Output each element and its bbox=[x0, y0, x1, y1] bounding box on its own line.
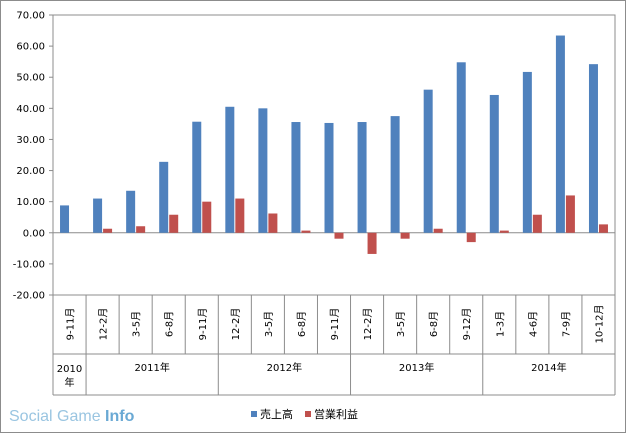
legend-label-sales: 売上高 bbox=[260, 408, 293, 421]
bar-profit bbox=[301, 230, 311, 233]
legend-swatch-profit bbox=[305, 411, 311, 417]
bar-sales bbox=[60, 205, 70, 233]
legend: 売上高 営業利益 bbox=[251, 406, 366, 422]
category-label: 9-12月 bbox=[461, 308, 473, 341]
bar-sales bbox=[159, 161, 169, 233]
legend-item-profit: 営業利益 bbox=[305, 406, 358, 422]
year-label: 2010 bbox=[57, 364, 82, 375]
bar-sales bbox=[390, 116, 400, 233]
year-label: 2012年 bbox=[267, 361, 302, 374]
category-label: 1-3月 bbox=[494, 311, 506, 337]
year-label: 2013年 bbox=[399, 361, 434, 374]
category-label: 3-5月 bbox=[395, 311, 407, 337]
legend-item-sales: 売上高 bbox=[251, 406, 293, 422]
bar-sales bbox=[522, 71, 532, 233]
y-tick-label: 20.00 bbox=[16, 166, 45, 177]
category-label: 9-11月 bbox=[65, 308, 77, 341]
bar-sales bbox=[324, 122, 334, 233]
category-label: 3-5月 bbox=[131, 311, 143, 337]
bar-sales bbox=[291, 122, 301, 233]
category-label: 9-11月 bbox=[197, 308, 209, 341]
bar-profit bbox=[400, 232, 410, 239]
y-tick-label: 40.00 bbox=[16, 104, 45, 115]
bar-profit bbox=[499, 230, 509, 233]
category-label: 4-6月 bbox=[527, 311, 539, 337]
bar-profit bbox=[235, 198, 245, 233]
y-tick-label: 0.00 bbox=[23, 228, 45, 239]
bar-sales bbox=[357, 122, 367, 233]
y-tick-label: -10.00 bbox=[13, 259, 45, 270]
bar-profit bbox=[202, 201, 212, 233]
y-tick-label: 10.00 bbox=[16, 197, 45, 208]
category-label: 9-11月 bbox=[329, 308, 341, 341]
year-label: 2011年 bbox=[134, 361, 169, 374]
category-label: 3-5月 bbox=[263, 311, 275, 337]
category-label: 7-9月 bbox=[560, 311, 572, 337]
bar-profit bbox=[466, 232, 476, 243]
watermark-logo: Social Game Info bbox=[9, 408, 135, 425]
bar-sales bbox=[258, 108, 268, 233]
y-tick-label: 30.00 bbox=[16, 135, 45, 146]
y-tick-label: -20.00 bbox=[13, 291, 45, 302]
y-tick-label: 60.00 bbox=[16, 42, 45, 53]
bar-sales bbox=[225, 106, 235, 233]
category-label: 12-2月 bbox=[98, 308, 110, 341]
bar-sales bbox=[456, 62, 466, 233]
legend-swatch-sales bbox=[251, 411, 257, 417]
category-label: 12-2月 bbox=[362, 308, 374, 341]
category-label: 6-8月 bbox=[164, 311, 176, 337]
bar-profit bbox=[565, 195, 575, 233]
plot-area bbox=[52, 14, 616, 296]
bar-sales bbox=[93, 198, 103, 233]
bar-sales bbox=[555, 35, 565, 233]
year-label: 年 bbox=[65, 376, 75, 389]
bar-sales bbox=[588, 64, 598, 233]
bar-profit bbox=[334, 232, 344, 239]
y-tick-label: 70.00 bbox=[16, 11, 45, 22]
bar-sales bbox=[423, 89, 433, 233]
y-tick-label: 50.00 bbox=[16, 73, 45, 84]
category-label: 12-2月 bbox=[230, 308, 242, 341]
bar-profit bbox=[268, 213, 278, 233]
bar-profit bbox=[136, 226, 146, 233]
bar-profit bbox=[103, 228, 113, 233]
bar-profit bbox=[169, 214, 179, 233]
bar-sales bbox=[192, 121, 202, 233]
legend-label-profit: 営業利益 bbox=[314, 408, 358, 421]
year-label: 2014年 bbox=[531, 361, 566, 374]
bar-profit bbox=[433, 228, 443, 233]
bar-profit bbox=[532, 214, 542, 233]
bar-profit bbox=[367, 232, 377, 254]
bar-sales bbox=[489, 94, 499, 233]
category-label: 6-8月 bbox=[296, 311, 308, 337]
category-label: 10-12月 bbox=[593, 304, 605, 343]
bar-sales bbox=[126, 190, 136, 233]
bar-profit bbox=[598, 224, 608, 233]
category-label: 6-8月 bbox=[428, 311, 440, 337]
